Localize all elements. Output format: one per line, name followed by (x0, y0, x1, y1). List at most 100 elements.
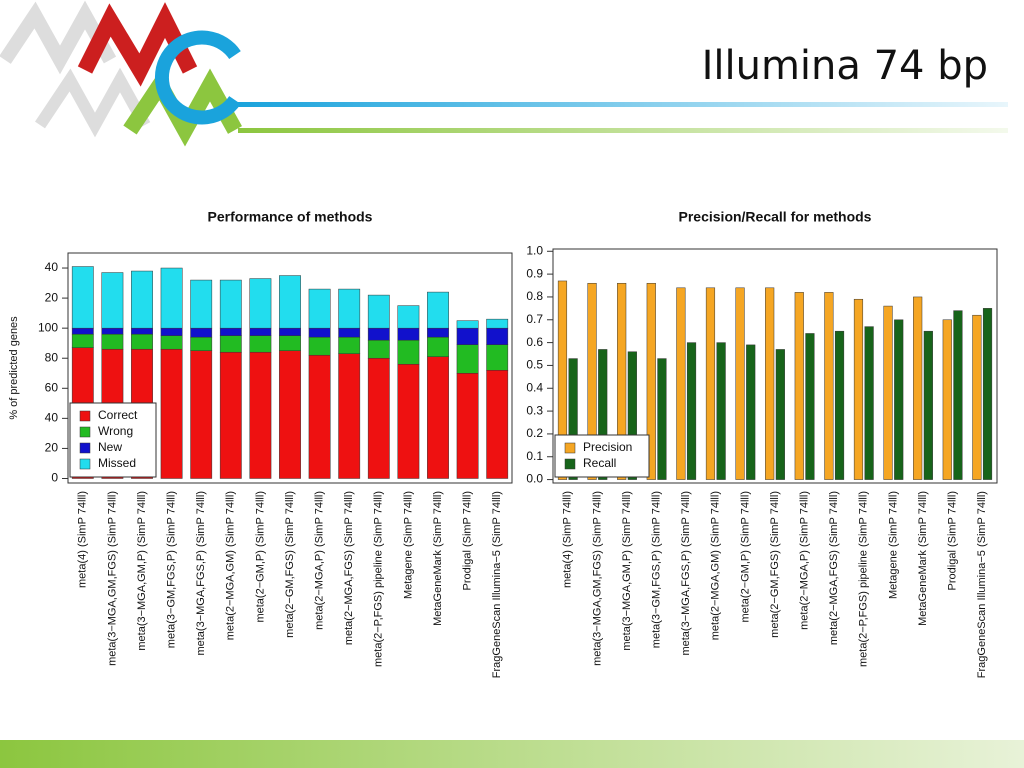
y-tick-label: 60 (45, 380, 59, 394)
bar-segment (279, 335, 301, 351)
legend-label: Correct (98, 408, 138, 422)
bar-segment (131, 327, 153, 335)
bar-segment (249, 351, 272, 479)
bar (942, 319, 952, 480)
bar-segment (190, 350, 213, 479)
bar-segment (486, 327, 509, 345)
header-rule (238, 102, 1008, 107)
bar (716, 342, 726, 480)
bar-segment (367, 327, 390, 341)
chart-title: Precision/Recall for methods (679, 209, 872, 225)
x-tick-label: MetaGeneMark (SimP 74lll) (917, 491, 929, 626)
slide-title: Illumina 74 bp (702, 43, 988, 89)
bar-segment (308, 288, 331, 329)
bar-segment (279, 327, 301, 336)
bar-segment (486, 318, 509, 329)
bar-segment (190, 327, 213, 338)
x-tick-label: meta(2−MGA,FGS) (SimP 74lll) (828, 491, 840, 645)
bar-segment (308, 354, 331, 479)
bar (598, 349, 608, 480)
bar-segment (249, 335, 272, 353)
bar-segment (338, 336, 361, 354)
bar-segment (160, 327, 183, 336)
legend-swatch (79, 442, 91, 454)
bar-segment (367, 294, 390, 329)
bar-segment (456, 327, 479, 345)
x-tick-label: meta(3−GM,FGS,P) (SimP 74lll) (166, 491, 178, 648)
bar-segment (397, 363, 420, 479)
bar-segment (308, 336, 331, 356)
x-tick-label: meta(2−MGA,GM) (SimP 74lll) (710, 491, 722, 640)
x-tick-label: FragGeneScan Illumina−5 (SimP 74lll) (491, 491, 503, 678)
legend-label: Wrong (98, 424, 133, 438)
y-tick-label: 40 (45, 260, 59, 274)
bar-segment (160, 335, 183, 350)
x-tick-label: Prodigal (SimP 74lll) (947, 491, 959, 590)
bar (657, 358, 667, 480)
y-tick-label: 0.5 (526, 358, 543, 372)
bar-segment (338, 288, 361, 329)
bar-segment (249, 278, 272, 329)
y-tick-label: 20 (45, 441, 59, 455)
bar (627, 351, 637, 480)
bar-segment (71, 327, 94, 335)
legend-swatch (564, 442, 576, 454)
x-tick-label: Prodigal (SimP 74lll) (462, 491, 474, 590)
bar-segment (427, 336, 449, 357)
legend-label: Precision (583, 440, 632, 454)
bar (568, 358, 578, 480)
bar-segment (486, 370, 509, 479)
bar (735, 287, 745, 480)
bar-segment (219, 327, 242, 336)
bar (705, 287, 716, 480)
bar-segment (101, 333, 124, 350)
bar (746, 344, 756, 480)
x-tick-label: meta(2−P,FGS) pipeline (SimP 74lll) (373, 491, 385, 667)
bar (972, 314, 982, 480)
legend-swatch (79, 458, 91, 470)
bar (982, 308, 993, 480)
bar-segment (160, 267, 183, 329)
plot-frame (552, 248, 998, 484)
bar-segment (71, 266, 94, 329)
x-tick-label: meta(3−MGA,GM,P) (SimP 74lll) (621, 491, 633, 651)
x-tick-label: meta(2−GM,P) (SimP 74lll) (254, 491, 266, 623)
x-tick-label: meta(3−GM,FGS,P) (SimP 74lll) (651, 491, 663, 648)
bar (587, 282, 597, 480)
footer-band (0, 740, 1024, 768)
bar-segment (279, 275, 301, 329)
bar (617, 282, 627, 480)
bar-segment (427, 327, 449, 338)
legend-label: Recall (583, 456, 616, 470)
y-tick-label: 0.1 (526, 449, 543, 463)
bar-segment (456, 373, 479, 479)
y-tick-label: 0.0 (526, 472, 543, 486)
x-tick-label: meta(2−GM,FGS) (SimP 74lll) (769, 491, 781, 638)
bar-segment (397, 327, 420, 341)
x-tick-label: meta(3−MGA,GM,P) (SimP 74lll) (136, 491, 148, 651)
y-tick-label: 0.4 (526, 380, 543, 394)
bar-segment (427, 356, 449, 479)
y-tick-label: 0.2 (526, 426, 543, 440)
plot-frame (67, 252, 513, 484)
header-rule (238, 128, 1008, 133)
y-tick-label: 20 (45, 290, 59, 304)
bar-segment (190, 279, 213, 329)
x-tick-label: FragGeneScan Illumina−5 (SimP 74lll) (976, 491, 988, 678)
x-tick-label: meta(2−GM,P) (SimP 74lll) (739, 491, 751, 623)
bar-segment (486, 344, 509, 371)
bar (953, 310, 963, 480)
bar-segment (397, 305, 420, 329)
bar-segment (279, 350, 301, 479)
bar (853, 298, 864, 480)
y-axis-label: % of predicted genes (8, 316, 20, 420)
x-tick-label: meta(4) (SimP 74lll) (562, 491, 574, 588)
x-tick-label: Metagene (SimP 74lll) (402, 491, 414, 599)
bar (864, 326, 874, 480)
x-tick-label: meta(4) (SimP 74lll) (77, 491, 89, 588)
bar (824, 292, 834, 480)
x-tick-label: meta(3−MGA,GM,FGS) (SimP 74lll) (106, 491, 118, 666)
bar (557, 280, 568, 480)
bar-segment (131, 270, 153, 329)
